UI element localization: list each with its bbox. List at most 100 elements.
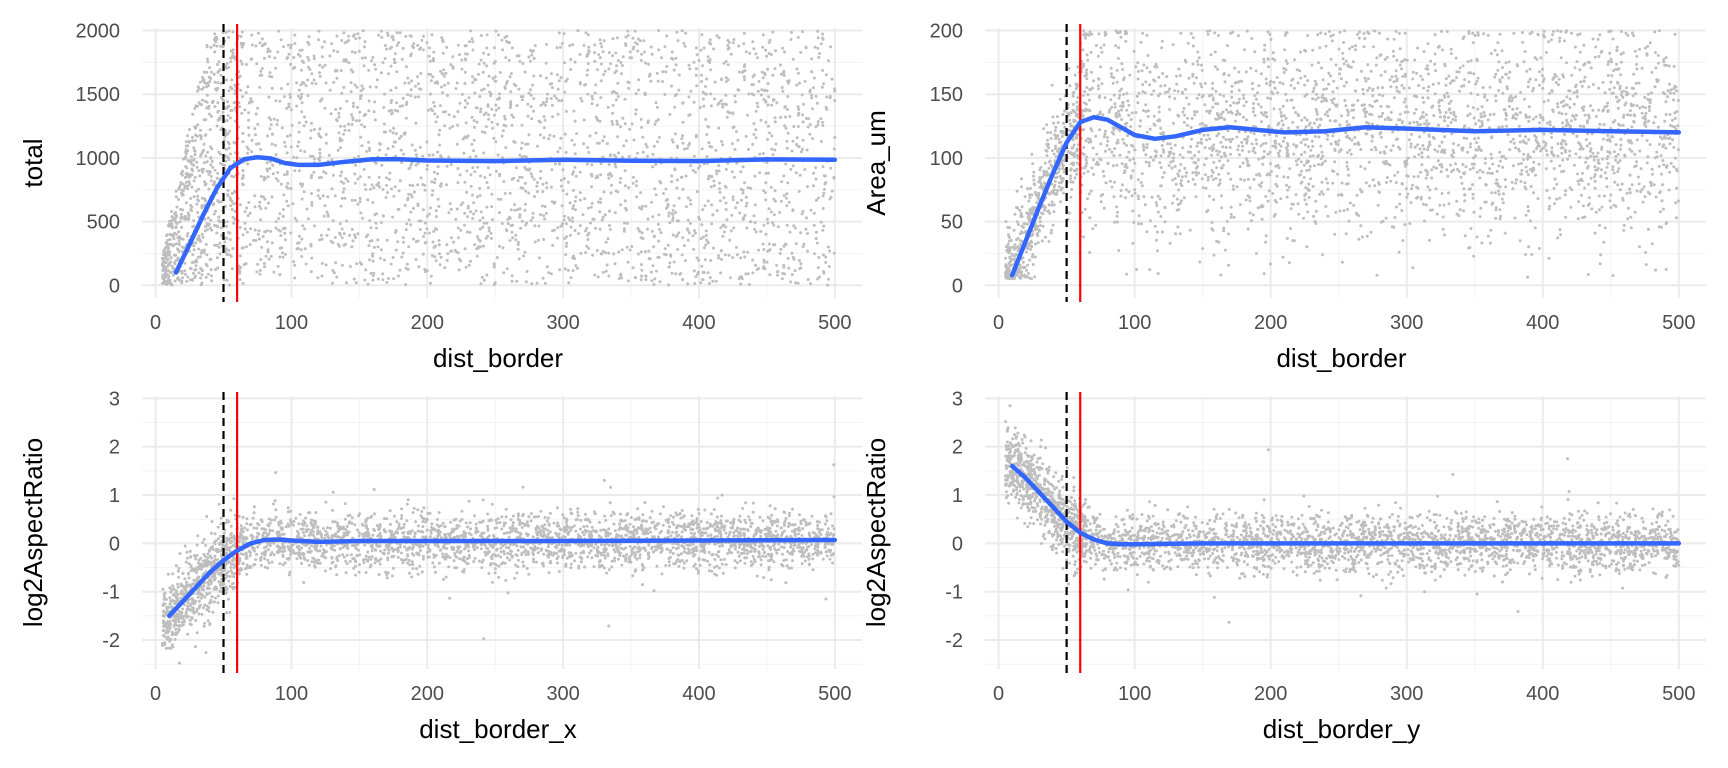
scatter-point [508,75,512,79]
scatter-point [312,170,316,174]
scatter-point [301,81,305,84]
scatter-point [615,119,619,123]
scatter-point [1321,78,1325,82]
scatter-point [361,216,364,220]
scatter-point [229,109,233,112]
scatter-point [732,226,736,230]
scatter-point [810,57,814,61]
scatter-point [1161,131,1165,134]
scatter-point [216,63,219,66]
scatter-point [792,125,796,128]
scatter-point [1367,160,1371,164]
scatter-point [1615,62,1618,66]
scatter-point [619,125,623,129]
scatter-point [1316,96,1320,100]
scatter-point [724,80,728,84]
scatter-point [704,229,708,233]
scatter-point [1571,132,1575,136]
scatter-point [373,63,377,67]
scatter-point [1219,273,1223,277]
scatter-point [1476,33,1480,37]
scatter-point [1116,138,1120,142]
scatter-point [331,173,335,177]
scatter-point [318,63,322,67]
scatter-point [602,39,606,43]
scatter-point [1184,60,1188,64]
scatter-point [641,135,645,139]
scatter-point [600,218,604,222]
scatter-point [219,81,223,85]
scatter-point [1016,223,1020,227]
scatter-point [300,101,304,105]
scatter-point [790,149,794,153]
scatter-point [224,128,228,132]
scatter-point [638,39,642,43]
scatter-point [578,198,582,202]
scatter-point [212,180,216,184]
scatter-point [205,85,209,89]
scatter-point [367,99,371,103]
scatter-point [451,55,455,59]
scatter-point [1075,172,1079,176]
scatter-point [312,128,316,131]
scatter-point [490,205,494,209]
scatter-point [417,87,421,91]
scatter-point [408,183,412,187]
scatter-point [515,166,518,170]
scatter-point [1609,206,1613,209]
scatter-point [240,45,244,49]
scatter-point [555,96,559,100]
smooth-line [173,155,838,275]
scatter-point [1045,123,1049,127]
scatter-point [615,122,619,126]
scatter-point [391,38,395,42]
scatter-point [551,243,555,247]
scatter-point [1085,77,1089,81]
scatter-point [1026,211,1030,215]
scatter-point [266,248,270,252]
scatter-point [442,74,446,78]
scatter-point [1368,184,1372,188]
scatter-point [587,150,591,154]
scatter-point [1483,114,1487,118]
scatter-point [1277,154,1281,158]
scatter-point [1664,56,1668,60]
scatter-point [645,154,649,158]
scatter-point [411,184,415,187]
scatter-point [581,213,585,217]
scatter-point [656,140,659,144]
scatter-point [704,117,708,121]
scatter-point [295,156,299,160]
scatter-point [657,213,661,217]
scatter-point [1408,122,1412,125]
scatter-point [273,56,277,60]
scatter-point [1589,176,1593,180]
scatter-point [1559,100,1563,104]
scatter-point [446,94,449,97]
scatter-point [1320,163,1324,167]
scatter-point [359,94,362,98]
scatter-point [605,263,609,267]
scatter-point [627,155,631,158]
scatter-point [465,169,469,173]
scatter-point [745,201,749,205]
scatter-point [566,216,570,220]
scatter-point [739,256,743,260]
scatter-point [296,144,300,148]
scatter-point [564,253,568,257]
scatter-point [717,256,721,260]
scatter-point [395,70,399,74]
scatter-point [493,79,497,83]
scatter-point [179,212,183,216]
scatter-point [1274,139,1277,143]
scatter-point [486,166,490,170]
scatter-point [816,120,820,124]
scatter-point [1479,115,1483,119]
scatter-point [293,42,297,45]
scatter-point [1174,232,1178,236]
scatter-point [568,201,572,205]
scatter-point [1500,75,1504,79]
scatter-point [381,188,385,191]
scatter-point [1073,73,1077,77]
scatter-point [634,276,638,280]
